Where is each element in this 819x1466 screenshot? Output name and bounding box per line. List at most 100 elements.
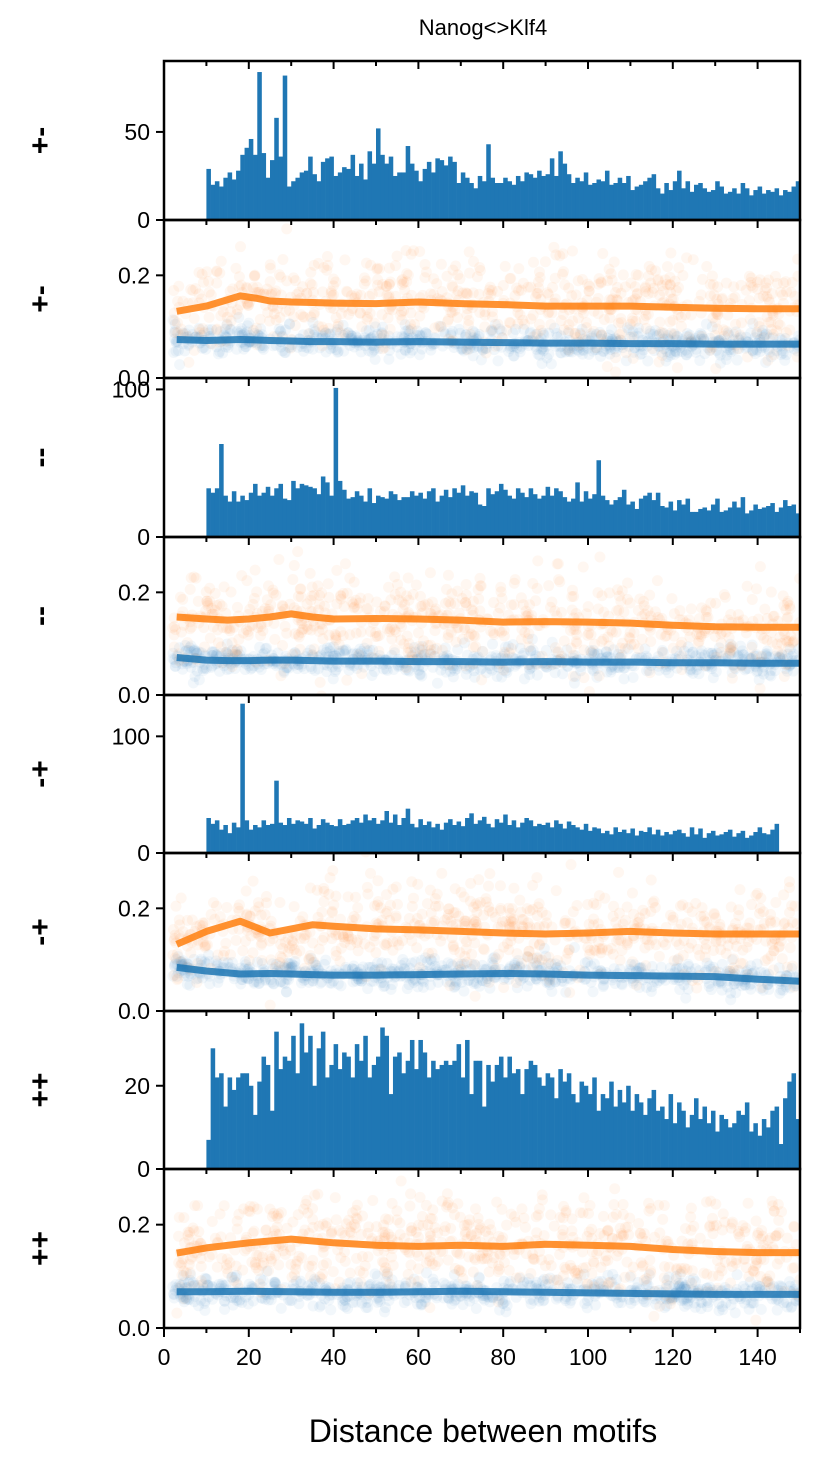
scatter-point — [292, 546, 304, 558]
histogram-bar — [316, 1048, 322, 1169]
scatter-point — [193, 322, 205, 334]
scatter-point — [270, 314, 282, 326]
scatter-point — [225, 306, 237, 318]
scatter-point — [495, 581, 507, 593]
histogram-bar — [342, 489, 347, 537]
scatter-point — [289, 628, 301, 640]
scatter-point — [732, 964, 744, 976]
scatter-point — [345, 290, 357, 302]
histogram-bar — [320, 819, 326, 853]
histogram-bar — [295, 820, 300, 853]
histogram-bar — [732, 188, 737, 220]
scatter-point — [500, 665, 512, 677]
scatter-point — [572, 275, 584, 287]
scatter-point — [657, 285, 669, 297]
scatter-point — [671, 346, 683, 358]
scatter-point — [677, 899, 689, 911]
scatter-point — [204, 582, 216, 594]
scatter-point — [287, 573, 299, 585]
histogram-bar — [236, 1077, 241, 1169]
scatter-point — [225, 586, 237, 598]
scatter-point — [756, 327, 768, 339]
scatter-0-ytick-label: 0.2 — [118, 262, 150, 288]
scatter-point — [222, 622, 234, 634]
scatter-point — [781, 597, 793, 609]
scatter-point — [231, 643, 243, 655]
scatter-point — [616, 585, 628, 597]
scatter-point — [711, 323, 723, 335]
scatter-point — [469, 671, 481, 683]
scatter-point — [406, 957, 418, 969]
histogram-bar — [753, 1123, 758, 1169]
histogram-bar — [456, 1044, 462, 1169]
scatter-point — [361, 603, 373, 615]
scatter-point — [190, 646, 202, 658]
scatter-point — [605, 268, 617, 280]
histogram-bar — [774, 188, 780, 220]
scatter-point — [220, 937, 232, 949]
histogram-2-ytick-label: 0 — [137, 840, 150, 866]
histogram-bar — [257, 495, 262, 537]
scatter-point — [167, 647, 179, 659]
histogram-bar — [617, 1089, 623, 1169]
histogram-bar — [719, 186, 724, 220]
scatter-point — [211, 323, 223, 335]
scatter-point — [262, 307, 274, 319]
scatter-point — [396, 275, 408, 287]
scatter-point — [406, 876, 418, 888]
scatter-point — [381, 289, 393, 301]
scatter-point — [767, 332, 779, 344]
scatter-point — [498, 630, 510, 642]
scatter-point — [513, 285, 525, 297]
histogram-bar — [486, 144, 491, 220]
scatter-point — [788, 634, 800, 646]
histogram-bar — [291, 823, 296, 853]
scatter-point — [588, 325, 600, 337]
histogram-bar — [757, 827, 763, 853]
scatter-point — [605, 624, 617, 636]
histogram-bar — [219, 1073, 224, 1169]
scatter-point — [454, 327, 466, 339]
scatter-point — [712, 309, 724, 321]
scatter-point — [406, 289, 418, 301]
scatter-point — [381, 280, 393, 292]
scatter-point — [485, 325, 497, 337]
scatter-point — [640, 281, 652, 293]
scatter-point — [525, 645, 537, 657]
scatter-point — [547, 281, 559, 293]
scatter-point — [243, 317, 255, 329]
scatter-point — [702, 611, 714, 623]
histogram-bar — [694, 834, 699, 853]
scatter-point — [503, 918, 515, 930]
scatter-point — [633, 327, 645, 339]
scatter-point — [410, 579, 422, 591]
scatter-point — [305, 644, 317, 656]
scatter-point — [582, 278, 594, 290]
scatter-point — [179, 345, 191, 357]
scatter-point — [267, 584, 279, 596]
histogram-bar — [448, 497, 453, 537]
scatter-point — [545, 958, 557, 970]
scatter-point — [727, 953, 739, 965]
histogram-bar — [609, 504, 614, 537]
histogram-bar — [621, 829, 627, 853]
histogram-bar — [329, 1064, 334, 1169]
histogram-bar — [520, 822, 525, 853]
scatter-point — [597, 981, 609, 993]
scatter-point — [532, 287, 544, 299]
scatter-point — [597, 248, 609, 260]
scatter-point — [586, 647, 598, 659]
scatter-point — [551, 558, 563, 570]
scatter-point — [739, 664, 751, 676]
scatter-point — [764, 669, 776, 681]
histogram-bar — [643, 1114, 648, 1169]
scatter-point — [330, 344, 342, 356]
scatter-point — [717, 650, 729, 662]
scatter-point — [636, 610, 648, 622]
scatter-point — [659, 274, 671, 286]
scatter-point — [735, 317, 747, 329]
scatter-point — [652, 274, 664, 286]
scatter-point — [288, 310, 300, 322]
scatter-point — [466, 604, 478, 616]
scatter-point — [316, 321, 328, 333]
